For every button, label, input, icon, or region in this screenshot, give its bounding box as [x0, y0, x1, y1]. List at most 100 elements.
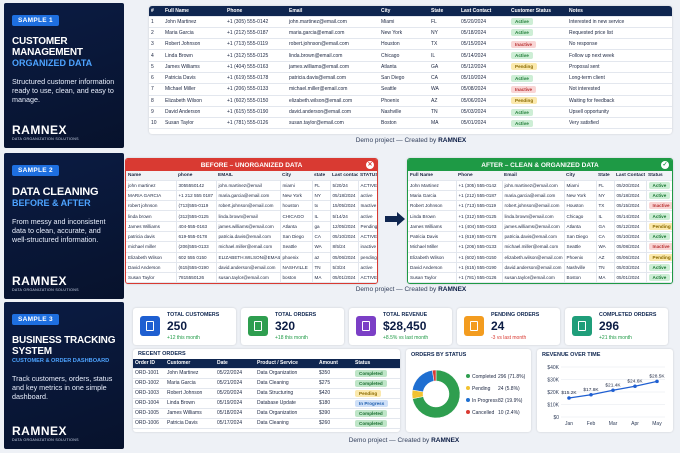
- table-cell: San Diego: [379, 72, 429, 85]
- table-cell: robert.johnson@email.com: [502, 200, 565, 212]
- table-cell: 05/06/2024: [330, 252, 359, 263]
- table-cell: john martinez: [126, 180, 177, 191]
- table-row: john martinez 3055550142 john.martinez@ema…: [126, 180, 377, 191]
- column-header: Phone: [456, 171, 502, 181]
- table-cell: Nashville: [564, 262, 597, 274]
- table-cell: FL: [596, 180, 615, 191]
- table-cell: patricia.davis@email.com: [216, 231, 281, 243]
- table-cell: New York: [280, 190, 313, 202]
- table-cell: +1 (615) 555-0190: [456, 262, 503, 274]
- table-cell: 05/18/2024: [459, 27, 509, 40]
- table-cell: john.martinez@email.com: [287, 16, 379, 28]
- table-head: # Full Name Phone Email City State Last Contac…: [149, 6, 672, 17]
- line-chart: $0 $10K $20K $30K $40K Jan Feb Mar Apr May $15.2K $…: [547, 365, 665, 427]
- table-cell: 05/20/2024: [614, 180, 647, 191]
- table-cell: Elizabeth Wilson: [163, 95, 225, 107]
- table-cell: 5: [149, 61, 163, 73]
- status-cell: Active: [646, 272, 672, 283]
- table-cell: John Martinez: [408, 180, 457, 191]
- table-cell: elizabeth.wilson@email.com: [287, 95, 379, 107]
- revenue-title: REVENUE OVER TIME: [542, 352, 601, 358]
- table-cell: active: [358, 262, 377, 274]
- table-cell: ACTIVE: [358, 180, 377, 191]
- table-cell: robert.johnson@email.com: [287, 38, 379, 51]
- table-cell: James Williams: [163, 61, 225, 73]
- revenue-point: [633, 384, 637, 389]
- kpi-change: +18 this month: [275, 335, 308, 341]
- table-cell: 05/12/2024: [459, 61, 509, 73]
- table-cell: San Diego: [280, 231, 313, 243]
- table-cell: 05/15/2024: [459, 38, 509, 51]
- table-cell: susan.taylor@email.com: [502, 272, 565, 283]
- table-cell: 15/05/2024: [330, 200, 359, 212]
- table-cell: Data Structuring: [255, 388, 317, 399]
- table-cell: FL: [312, 180, 331, 191]
- table-row: 10 Susan Taylor +1 (781) 555-0126 susan.tay…: [149, 117, 672, 130]
- footer-brand: RAMNEX: [431, 437, 460, 444]
- table-cell: Waiting for feedback: [567, 95, 672, 107]
- table-cell: (615)555-0190: [176, 262, 217, 274]
- status-badge: Completed: [355, 379, 387, 387]
- table-cell: ACTIVE: [358, 231, 377, 243]
- table-cell: +1 (404) 555-0163: [225, 61, 287, 73]
- table-cell: John Martinez: [165, 368, 215, 379]
- kpi-change: -3 vs last month: [491, 335, 527, 341]
- column-header: Email: [287, 6, 379, 17]
- status-badge: Active: [511, 18, 533, 26]
- value-label: $24.6K: [627, 378, 643, 384]
- column-header: Product / Service: [255, 359, 317, 369]
- table-cell: 05/08/2024: [459, 83, 509, 96]
- legend-dot: [466, 398, 470, 402]
- status-card: ORDERS BY STATUS Completed 296 (71.8%) Pend…: [406, 349, 531, 432]
- status-badge: In Progress: [355, 399, 389, 407]
- table-cell: david.anderson@email.com: [502, 262, 565, 274]
- table-cell: +1 (602) 555-0150: [456, 252, 503, 263]
- status-cell: Active: [509, 27, 567, 40]
- table-cell: maria.garcia@email.com: [502, 190, 565, 202]
- status-cell: Inactive: [646, 200, 672, 212]
- x-tick-label: Feb: [587, 421, 596, 427]
- column-header: Name: [126, 171, 176, 181]
- table-cell: Patricia Davis: [408, 231, 457, 243]
- sample-tag: SAMPLE 1: [12, 15, 59, 26]
- table-cell: az: [312, 252, 331, 263]
- legend-value: 10 (2.4%): [498, 410, 520, 416]
- table-cell: john.martinez@email: [216, 180, 281, 191]
- table-cell: ORD-1005: [133, 408, 165, 419]
- status-cell: Pending: [646, 252, 672, 263]
- status-cell: Active: [646, 210, 672, 222]
- table-cell: james.williams@email.com: [216, 221, 281, 232]
- table-row: patricia davis 619-555-0178 patricia.davis…: [126, 231, 377, 243]
- status-cell: Pending: [646, 221, 672, 232]
- table-cell: Database Update: [255, 398, 317, 409]
- donut-segment: [412, 369, 435, 393]
- table-cell: IL: [429, 49, 459, 62]
- table-cell: 05/22/2024: [215, 368, 255, 379]
- table-cell: Linda Brown: [163, 49, 225, 62]
- table-cell: Nashville: [379, 106, 429, 119]
- table-cell: Phoenix: [564, 252, 597, 263]
- table-cell: ORD-1006: [133, 418, 165, 429]
- status-cell: Pending: [509, 95, 567, 107]
- column-header: Last Contact: [614, 171, 646, 181]
- table-cell: susan.taylor@email.com: [216, 272, 281, 283]
- table-cell: +1 (312) 555-0125: [225, 49, 287, 62]
- table-cell: patricia.davis@email.com: [502, 231, 565, 243]
- column-header: STATUS: [358, 171, 377, 181]
- table-cell: michael miller: [126, 241, 177, 253]
- table-row: Robert Johnson +1 (713) 555-0119 robert.jo…: [408, 200, 672, 212]
- table-cell: +1 (619) 555-0178: [456, 231, 503, 243]
- table-cell: 05/18/2024: [215, 408, 255, 419]
- kpi-card: COMPLETED ORDERS 296 +21 this month: [565, 308, 668, 345]
- kpi-value: 24: [491, 319, 505, 333]
- table-cell: Phoenix: [379, 95, 429, 107]
- table-cell: Robert Johnson: [163, 38, 225, 51]
- table-cell: +1 212 555 0187: [176, 190, 217, 202]
- table-cell: Miami: [564, 180, 597, 191]
- table-head: Name phone EMAIL City state Last contact STATU…: [126, 171, 377, 181]
- table-cell: Atlanta: [379, 61, 429, 73]
- table-cell: +1 (212) 555-0187: [225, 27, 287, 40]
- column-header: Last Contact: [459, 6, 509, 17]
- table-body: 1 John Martinez +1 (305) 555-0142 john.mart…: [149, 16, 672, 130]
- footer: Demo project — Created by RAMNEX: [301, 286, 521, 293]
